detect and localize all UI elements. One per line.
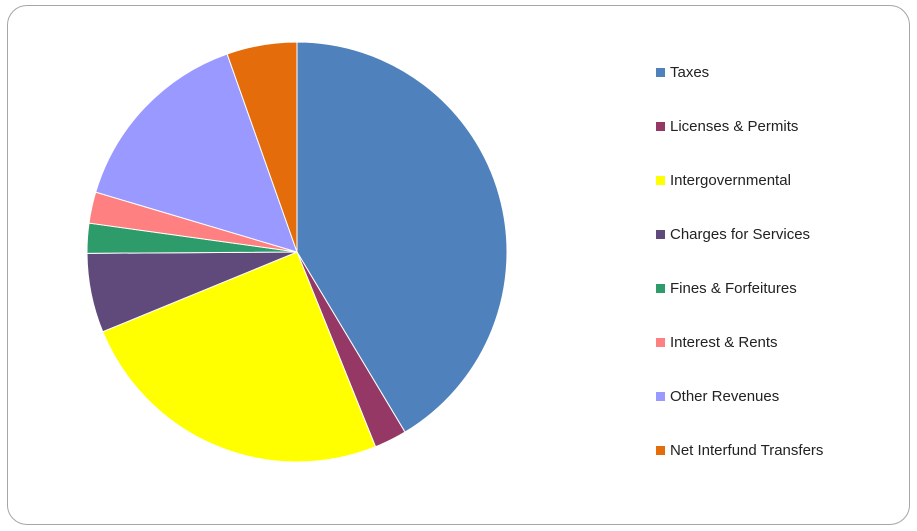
legend-item-taxes: Taxes (656, 61, 709, 83)
legend-label: Taxes (670, 63, 710, 81)
legend-swatch (656, 338, 665, 347)
legend-label: Fines & Forfeitures (670, 279, 797, 297)
pie-slice-net-interfund-transfers (226, 41, 298, 253)
legend-label: Charges for Services (670, 225, 811, 243)
legend-swatch (656, 67, 665, 77)
legend-swatch (656, 392, 665, 402)
pie-slice-other-revenues (95, 53, 298, 253)
legend-label: Intergovernmental (670, 171, 791, 189)
legend-item-charges-for-services: Charges for Services (656, 223, 810, 245)
legend-item-licenses-and-permits: Licenses & Permits (656, 115, 798, 137)
legend-item-other-revenues: Other Revenues (656, 386, 779, 408)
legend-item-interest-and-rents: Interest & Rents (656, 332, 778, 354)
legend-label: Other Revenues (670, 388, 780, 406)
legend-swatch (656, 283, 665, 293)
legend-swatch (656, 175, 665, 185)
legend-label: Interest & Rents (670, 334, 778, 351)
legend-item-intergovernmental: Intergovernmental (656, 169, 791, 191)
pie-slice-intergovernmental (102, 251, 377, 463)
legend-swatch (656, 121, 665, 131)
legend-swatch (656, 229, 665, 239)
legend-item-net-interfund-transfers: Net Interfund Transfers (656, 440, 823, 462)
legend-label: Net Interfund Transfers (670, 442, 824, 460)
pie-slice-taxes (296, 41, 508, 433)
legend-label: Licenses & Permits (670, 117, 799, 135)
legend-item-fines-and-forfeitures: Fines & Forfeitures (656, 277, 797, 299)
legend-swatch (656, 446, 665, 456)
